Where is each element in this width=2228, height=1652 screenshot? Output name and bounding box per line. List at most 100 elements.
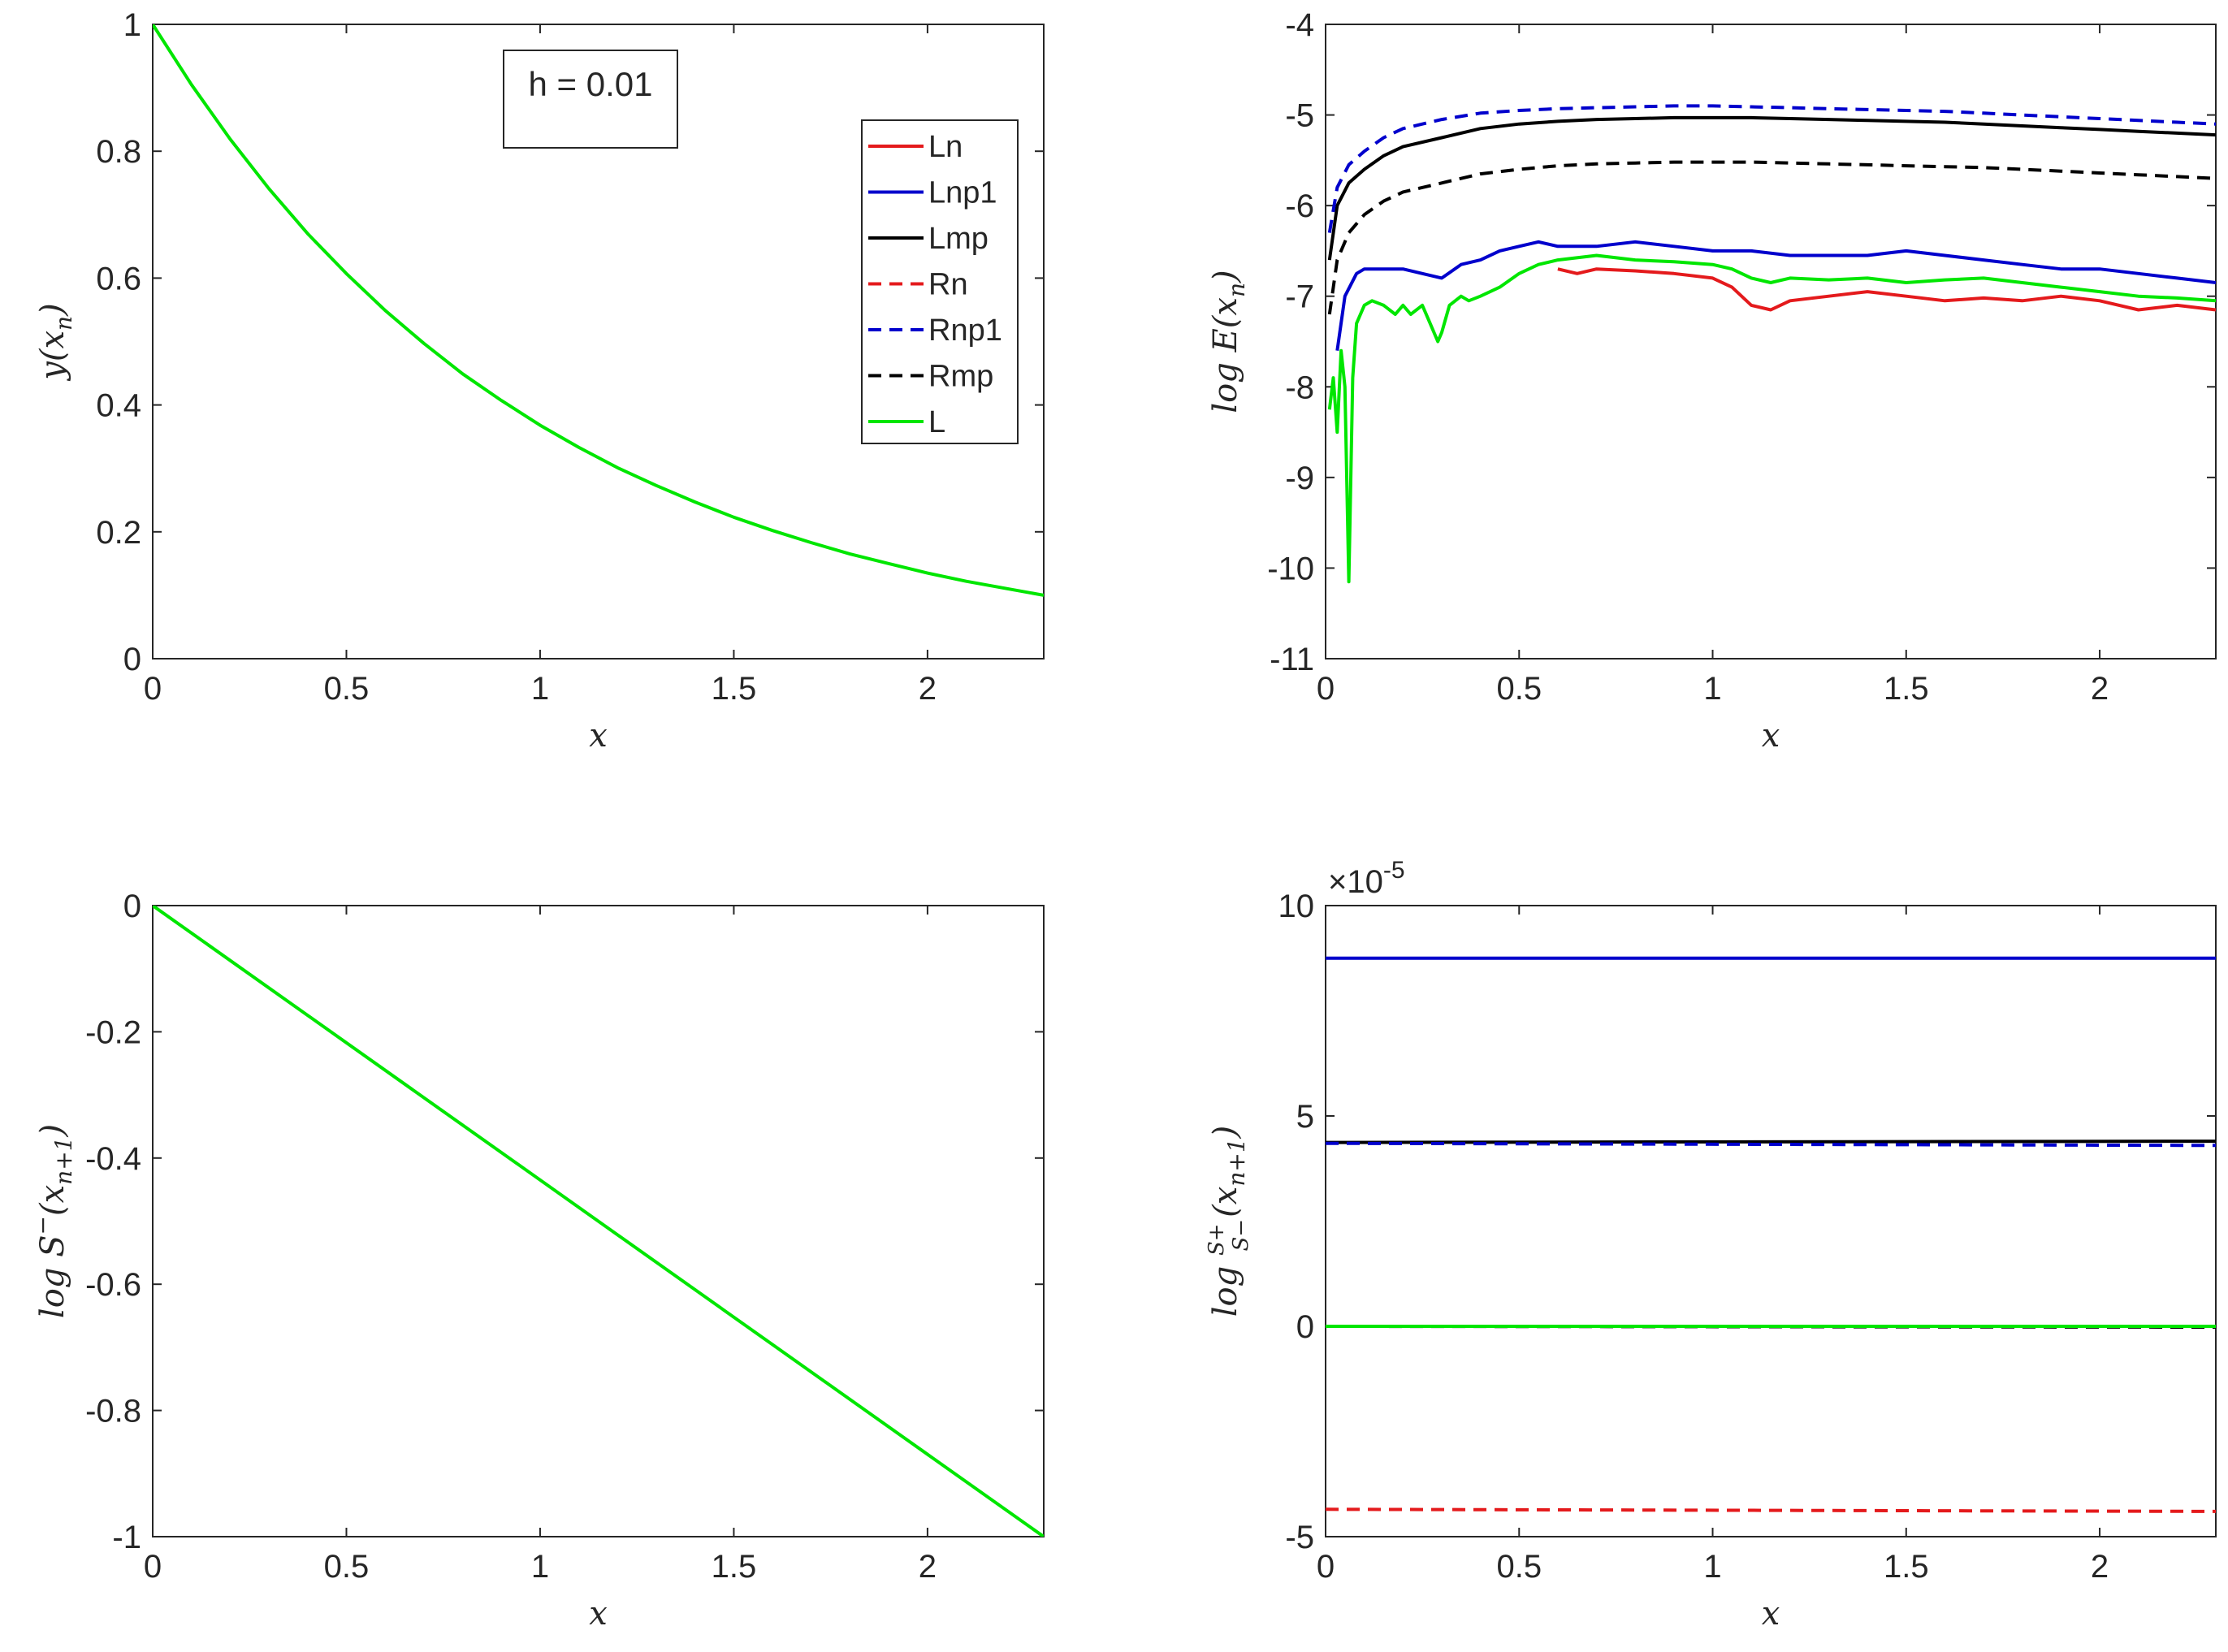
- legend: Ln Lnp1 Lmp Rn Rnp1 Rmp L: [861, 119, 1019, 444]
- x-tick-label: 0.5: [1496, 1549, 1542, 1585]
- exponent-power: -5: [1383, 857, 1405, 884]
- y-label-paren: (x: [34, 1185, 71, 1216]
- x-tick-label: 0: [1317, 1549, 1335, 1585]
- y-label-tail: ): [1207, 1126, 1244, 1140]
- y-tick-label: 0.8: [96, 134, 141, 170]
- x-axis-label: x: [1762, 1595, 1780, 1633]
- y-label-denominator: S−: [1229, 1219, 1253, 1252]
- y-label-base: log S: [34, 1235, 71, 1318]
- y-axis-label: log S+S−(xn+1): [1205, 1126, 1253, 1317]
- axes-frame: [1325, 905, 2217, 1537]
- y-tick-label: 10: [1278, 889, 1315, 924]
- x-tick-label: 1: [1703, 1549, 1721, 1585]
- y-label-subscript: n+1: [1223, 1138, 1250, 1186]
- y-axis-label: log S−(xn+1): [29, 1124, 77, 1318]
- series-group: [153, 906, 1044, 1537]
- legend-label-Rnp1: Rnp1: [928, 314, 1002, 348]
- x-tick-label: 0.5: [324, 1549, 370, 1585]
- y-tick-label: 5: [1296, 1099, 1314, 1135]
- legend-box: [861, 119, 1019, 444]
- x-tick-label: 2: [2091, 671, 2109, 707]
- x-tick-label: 0: [144, 671, 162, 707]
- y-axis-label: log E(xn): [1207, 270, 1250, 413]
- x-tick-label: 0.5: [324, 671, 370, 707]
- y-tick-label: -0.2: [85, 1014, 141, 1050]
- y-label-base: y(x: [34, 331, 71, 382]
- legend-label-Lnp1: Lnp1: [928, 176, 997, 210]
- series-line-Rnp1: [1326, 1141, 2216, 1148]
- series-line-Lnp1: [1335, 240, 2216, 351]
- y-label-paren: (x: [1207, 1187, 1244, 1217]
- series-line-Rn: [1326, 1507, 2216, 1513]
- x-axis-label: x: [589, 717, 608, 755]
- y-tick-label: -9: [1285, 461, 1314, 496]
- y-axis-label: y(xn): [34, 303, 77, 381]
- y-label-tail: ): [34, 303, 71, 317]
- x-tick-label: 1.5: [1884, 1549, 1929, 1585]
- series-group: [1327, 104, 2216, 584]
- legend-label-L: L: [928, 405, 945, 439]
- y-tick-label: -1: [112, 1520, 141, 1555]
- y-label-superscript: −: [29, 1216, 56, 1235]
- y-label-subscript: n: [50, 316, 77, 331]
- y-label-log: log: [1207, 1256, 1244, 1317]
- series-line-Lmp: [1327, 115, 2216, 261]
- legend-label-Lmp: Lmp: [928, 222, 989, 256]
- y-tick-label: -5: [1285, 98, 1314, 134]
- x-tick-label: 1.5: [712, 1549, 757, 1585]
- series-line-Rnp1: [1327, 104, 2216, 233]
- series-line-L: [1327, 253, 2216, 584]
- series-line-L: [153, 24, 1044, 597]
- legend-label-Rn: Rn: [928, 268, 968, 302]
- y-tick-label: 0.4: [96, 388, 141, 424]
- y-label-subscript: n+1: [50, 1137, 77, 1185]
- x-tick-label: 1: [531, 1549, 549, 1585]
- x-tick-label: 0: [144, 1549, 162, 1585]
- series-line-Rmp: [1327, 160, 2216, 315]
- y-tick-label: 0: [123, 642, 141, 677]
- series-line-L: [153, 906, 1044, 1537]
- x-axis-label: x: [589, 1595, 608, 1633]
- y-tick-label: -0.4: [85, 1141, 141, 1177]
- y-tick-label: -7: [1285, 279, 1314, 315]
- y-tick-label: -0.8: [85, 1394, 141, 1429]
- y-label-subscript: n: [1223, 283, 1250, 297]
- x-tick-label: 1: [1703, 671, 1721, 707]
- x-axis-label: x: [1762, 717, 1780, 755]
- annotation-box: [503, 50, 678, 149]
- y-tick-label: 0.2: [96, 515, 141, 551]
- x-tick-label: 2: [919, 1549, 937, 1585]
- exponent-base: ×10: [1328, 864, 1383, 900]
- axes-top-right: 0 0.5 1 1.5 2 -11 -10 -9 -8 -7 -6 -5 -4 x log E(xn): [1207, 7, 2217, 755]
- y-tick-label: 1: [123, 7, 141, 43]
- y-label-numerator: S+: [1205, 1223, 1229, 1256]
- x-tick-label: 2: [919, 671, 937, 707]
- y-tick-label: 0.6: [96, 261, 141, 296]
- axes-bottom-left: 0 0.5 1 1.5 2 -1 -0.8 -0.6 -0.4 -0.2 0 x log S−(xn+1…: [29, 889, 1045, 1633]
- x-tick-label: 1.5: [712, 671, 757, 707]
- y-label-base: log E(x: [1207, 297, 1244, 413]
- y-tick-label: -6: [1285, 188, 1314, 224]
- y-tick-label: -10: [1267, 551, 1314, 586]
- x-tick-label: 0: [1317, 671, 1335, 707]
- y-tick-label: -5: [1285, 1520, 1314, 1555]
- y-tick-label: -8: [1285, 370, 1314, 405]
- x-tick-label: 2: [2091, 1549, 2109, 1585]
- y-tick-label: -4: [1285, 7, 1314, 43]
- x-tick-label: 1: [531, 671, 549, 707]
- series-line-Ln: [1557, 267, 2216, 312]
- y-label-tail: ): [34, 1124, 71, 1138]
- y-tick-label: 0: [1296, 1309, 1314, 1345]
- legend-label-Ln: Ln: [928, 130, 963, 164]
- series-group: [1326, 956, 2216, 1513]
- y-tick-label: -11: [1270, 642, 1314, 677]
- y-exponent-label: ×10-5: [1328, 857, 1405, 900]
- y-tick-label: -0.6: [85, 1267, 141, 1303]
- legend-label-Rmp: Rmp: [928, 360, 993, 394]
- x-tick-label: 1.5: [1884, 671, 1929, 707]
- series-group: [153, 24, 1044, 597]
- x-tick-label: 0.5: [1496, 671, 1542, 707]
